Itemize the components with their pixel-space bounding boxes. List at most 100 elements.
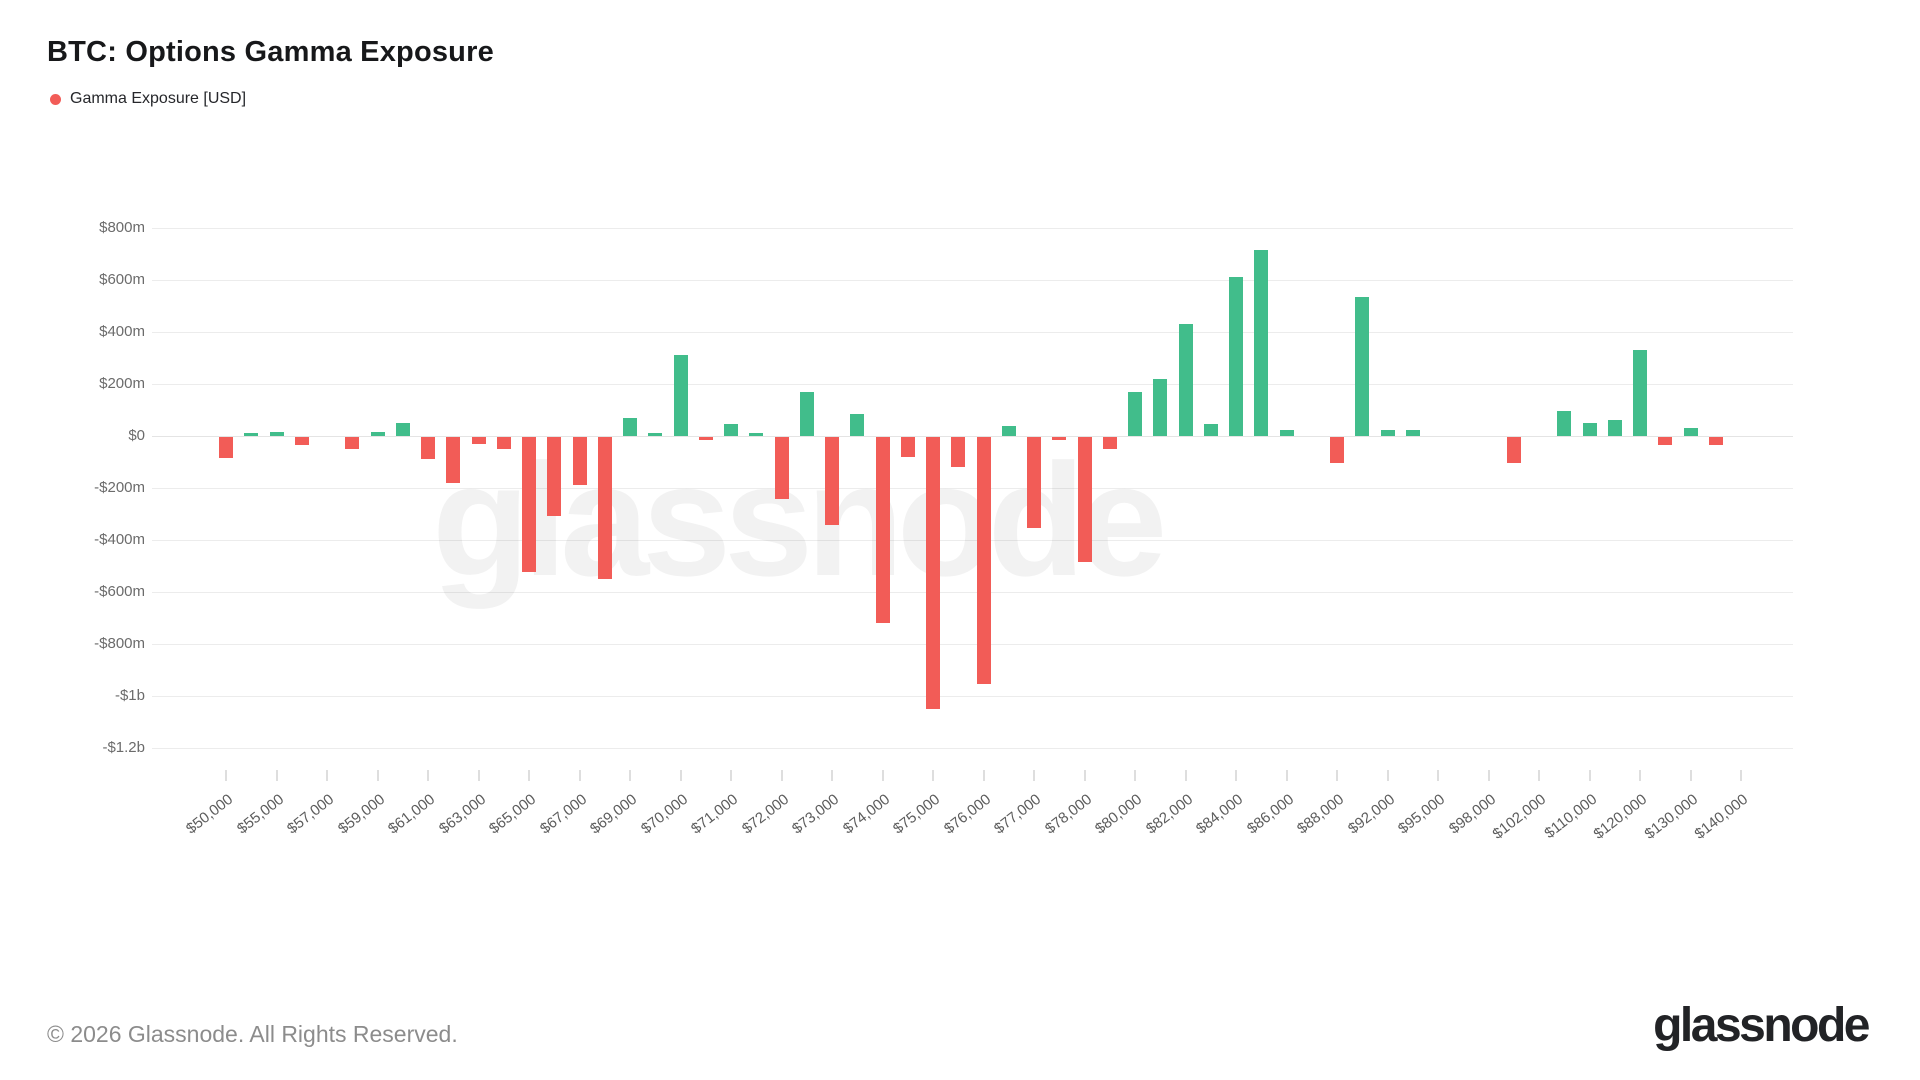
gamma-bar[interactable] — [1178, 324, 1193, 436]
x-axis-tick — [427, 770, 429, 781]
legend-label: Gamma Exposure [USD] — [70, 90, 247, 107]
gamma-bar[interactable] — [900, 437, 915, 457]
gamma-bar[interactable] — [1607, 420, 1622, 436]
gamma-bar[interactable] — [572, 437, 587, 486]
gamma-bar[interactable] — [1203, 424, 1218, 436]
gamma-bar[interactable] — [825, 437, 839, 526]
gamma-bar[interactable] — [799, 391, 814, 436]
gridline — [152, 280, 1793, 281]
gamma-bar[interactable] — [1557, 411, 1572, 436]
x-axis-tick — [1235, 770, 1237, 781]
gamma-bar[interactable] — [421, 437, 435, 460]
gamma-bar[interactable] — [1027, 437, 1041, 528]
gamma-bar[interactable] — [623, 417, 637, 436]
gamma-bar[interactable] — [496, 437, 511, 449]
x-axis-tick — [1538, 770, 1540, 781]
gamma-bar[interactable] — [724, 424, 738, 436]
gamma-bar[interactable] — [395, 423, 410, 436]
x-axis-tick-label: $92,000 — [1344, 790, 1398, 838]
x-axis-tick-label: $110,000 — [1540, 790, 1600, 843]
gamma-bar[interactable] — [673, 355, 688, 436]
gridline — [152, 592, 1793, 593]
y-axis-tick-label: $200m — [99, 375, 145, 392]
x-axis-tick — [1184, 770, 1187, 781]
x-axis-tick-label: $78,000 — [1041, 790, 1095, 838]
gridline — [152, 696, 1793, 697]
gamma-bar[interactable] — [1582, 423, 1597, 436]
gamma-bar[interactable] — [1405, 429, 1420, 436]
x-axis-tick-label: $84,000 — [1193, 790, 1247, 838]
gamma-bar[interactable] — [269, 432, 284, 436]
x-axis-tick — [982, 770, 985, 781]
legend-item-gamma-exposure[interactable]: Gamma Exposure [USD] — [50, 90, 246, 108]
gamma-bar[interactable] — [1355, 296, 1370, 436]
x-axis-tick-label: $130,000 — [1640, 790, 1701, 843]
gamma-bar[interactable] — [1506, 437, 1521, 463]
x-axis-tick-label: $82,000 — [1142, 790, 1196, 838]
gamma-bar[interactable] — [926, 437, 940, 709]
gamma-bar[interactable] — [1683, 428, 1698, 436]
gamma-bar[interactable] — [850, 413, 865, 436]
x-axis-tick-label: $86,000 — [1243, 790, 1297, 838]
y-axis-tick-label: $800m — [99, 219, 145, 236]
gamma-bar[interactable] — [1708, 437, 1723, 445]
gamma-bar[interactable] — [1380, 429, 1395, 436]
gamma-bar[interactable] — [774, 437, 789, 500]
gamma-bar[interactable] — [219, 437, 233, 458]
gamma-bar[interactable] — [951, 437, 966, 467]
gamma-bar[interactable] — [1633, 350, 1647, 436]
x-axis-tick-label: $63,000 — [435, 790, 489, 838]
x-axis-tick-label: $75,000 — [890, 790, 944, 838]
x-axis-tick — [1639, 770, 1641, 781]
x-axis-tick-label: $76,000 — [940, 790, 994, 838]
gamma-bar[interactable] — [749, 433, 764, 436]
x-axis-tick-label: $72,000 — [738, 790, 792, 838]
gamma-bar[interactable] — [1128, 391, 1142, 436]
gamma-bar[interactable] — [698, 437, 713, 440]
gamma-bar[interactable] — [1330, 437, 1344, 463]
x-axis-tick — [1487, 770, 1490, 781]
gamma-bar[interactable] — [875, 437, 890, 623]
y-axis-tick-label: -$200m — [94, 479, 145, 496]
x-axis-tick — [780, 770, 783, 781]
gridline — [152, 332, 1793, 333]
y-axis-tick-label: $600m — [99, 271, 145, 288]
x-axis-tick-label: $80,000 — [1092, 790, 1146, 838]
gamma-bar[interactable] — [1001, 425, 1016, 436]
gamma-bar[interactable] — [648, 433, 663, 436]
x-axis-tick — [1033, 770, 1035, 781]
x-axis-tick-label: $55,000 — [233, 790, 287, 838]
gamma-bar[interactable] — [370, 432, 385, 436]
x-axis-tick — [275, 770, 278, 781]
x-axis-tick — [679, 770, 682, 781]
gamma-bar[interactable] — [522, 437, 536, 573]
watermark: glassnode — [432, 430, 1167, 609]
gamma-bar[interactable] — [1102, 437, 1117, 449]
y-axis-tick-label: $0 — [128, 427, 145, 444]
x-axis-tick-label: $65,000 — [486, 790, 540, 838]
gamma-bar[interactable] — [1077, 437, 1092, 562]
gamma-bar[interactable] — [547, 437, 562, 517]
gamma-bar[interactable] — [1052, 437, 1067, 440]
copyright-text: © 2026 Glassnode. All Rights Reserved. — [47, 1021, 458, 1047]
x-axis-tick-label: $71,000 — [688, 790, 742, 838]
gamma-bar[interactable] — [446, 437, 461, 483]
gamma-bar[interactable] — [244, 433, 259, 436]
gridline — [152, 540, 1793, 541]
gamma-bar[interactable] — [1279, 429, 1294, 436]
x-axis-tick-label: $67,000 — [536, 790, 590, 838]
gamma-bar[interactable] — [597, 437, 612, 579]
y-axis-tick-label: $400m — [99, 323, 145, 340]
gamma-bar[interactable] — [1229, 277, 1243, 436]
gamma-bar[interactable] — [471, 437, 486, 444]
x-axis-tick — [376, 770, 379, 781]
x-axis-tick-label: $88,000 — [1294, 790, 1348, 838]
gamma-bar[interactable] — [345, 437, 360, 449]
gamma-bar[interactable] — [294, 437, 309, 445]
gamma-bar[interactable] — [1658, 437, 1673, 445]
gamma-bar[interactable] — [976, 437, 991, 684]
gamma-bar[interactable] — [1254, 250, 1269, 436]
gridline — [152, 748, 1793, 749]
gamma-bar[interactable] — [1153, 378, 1168, 436]
